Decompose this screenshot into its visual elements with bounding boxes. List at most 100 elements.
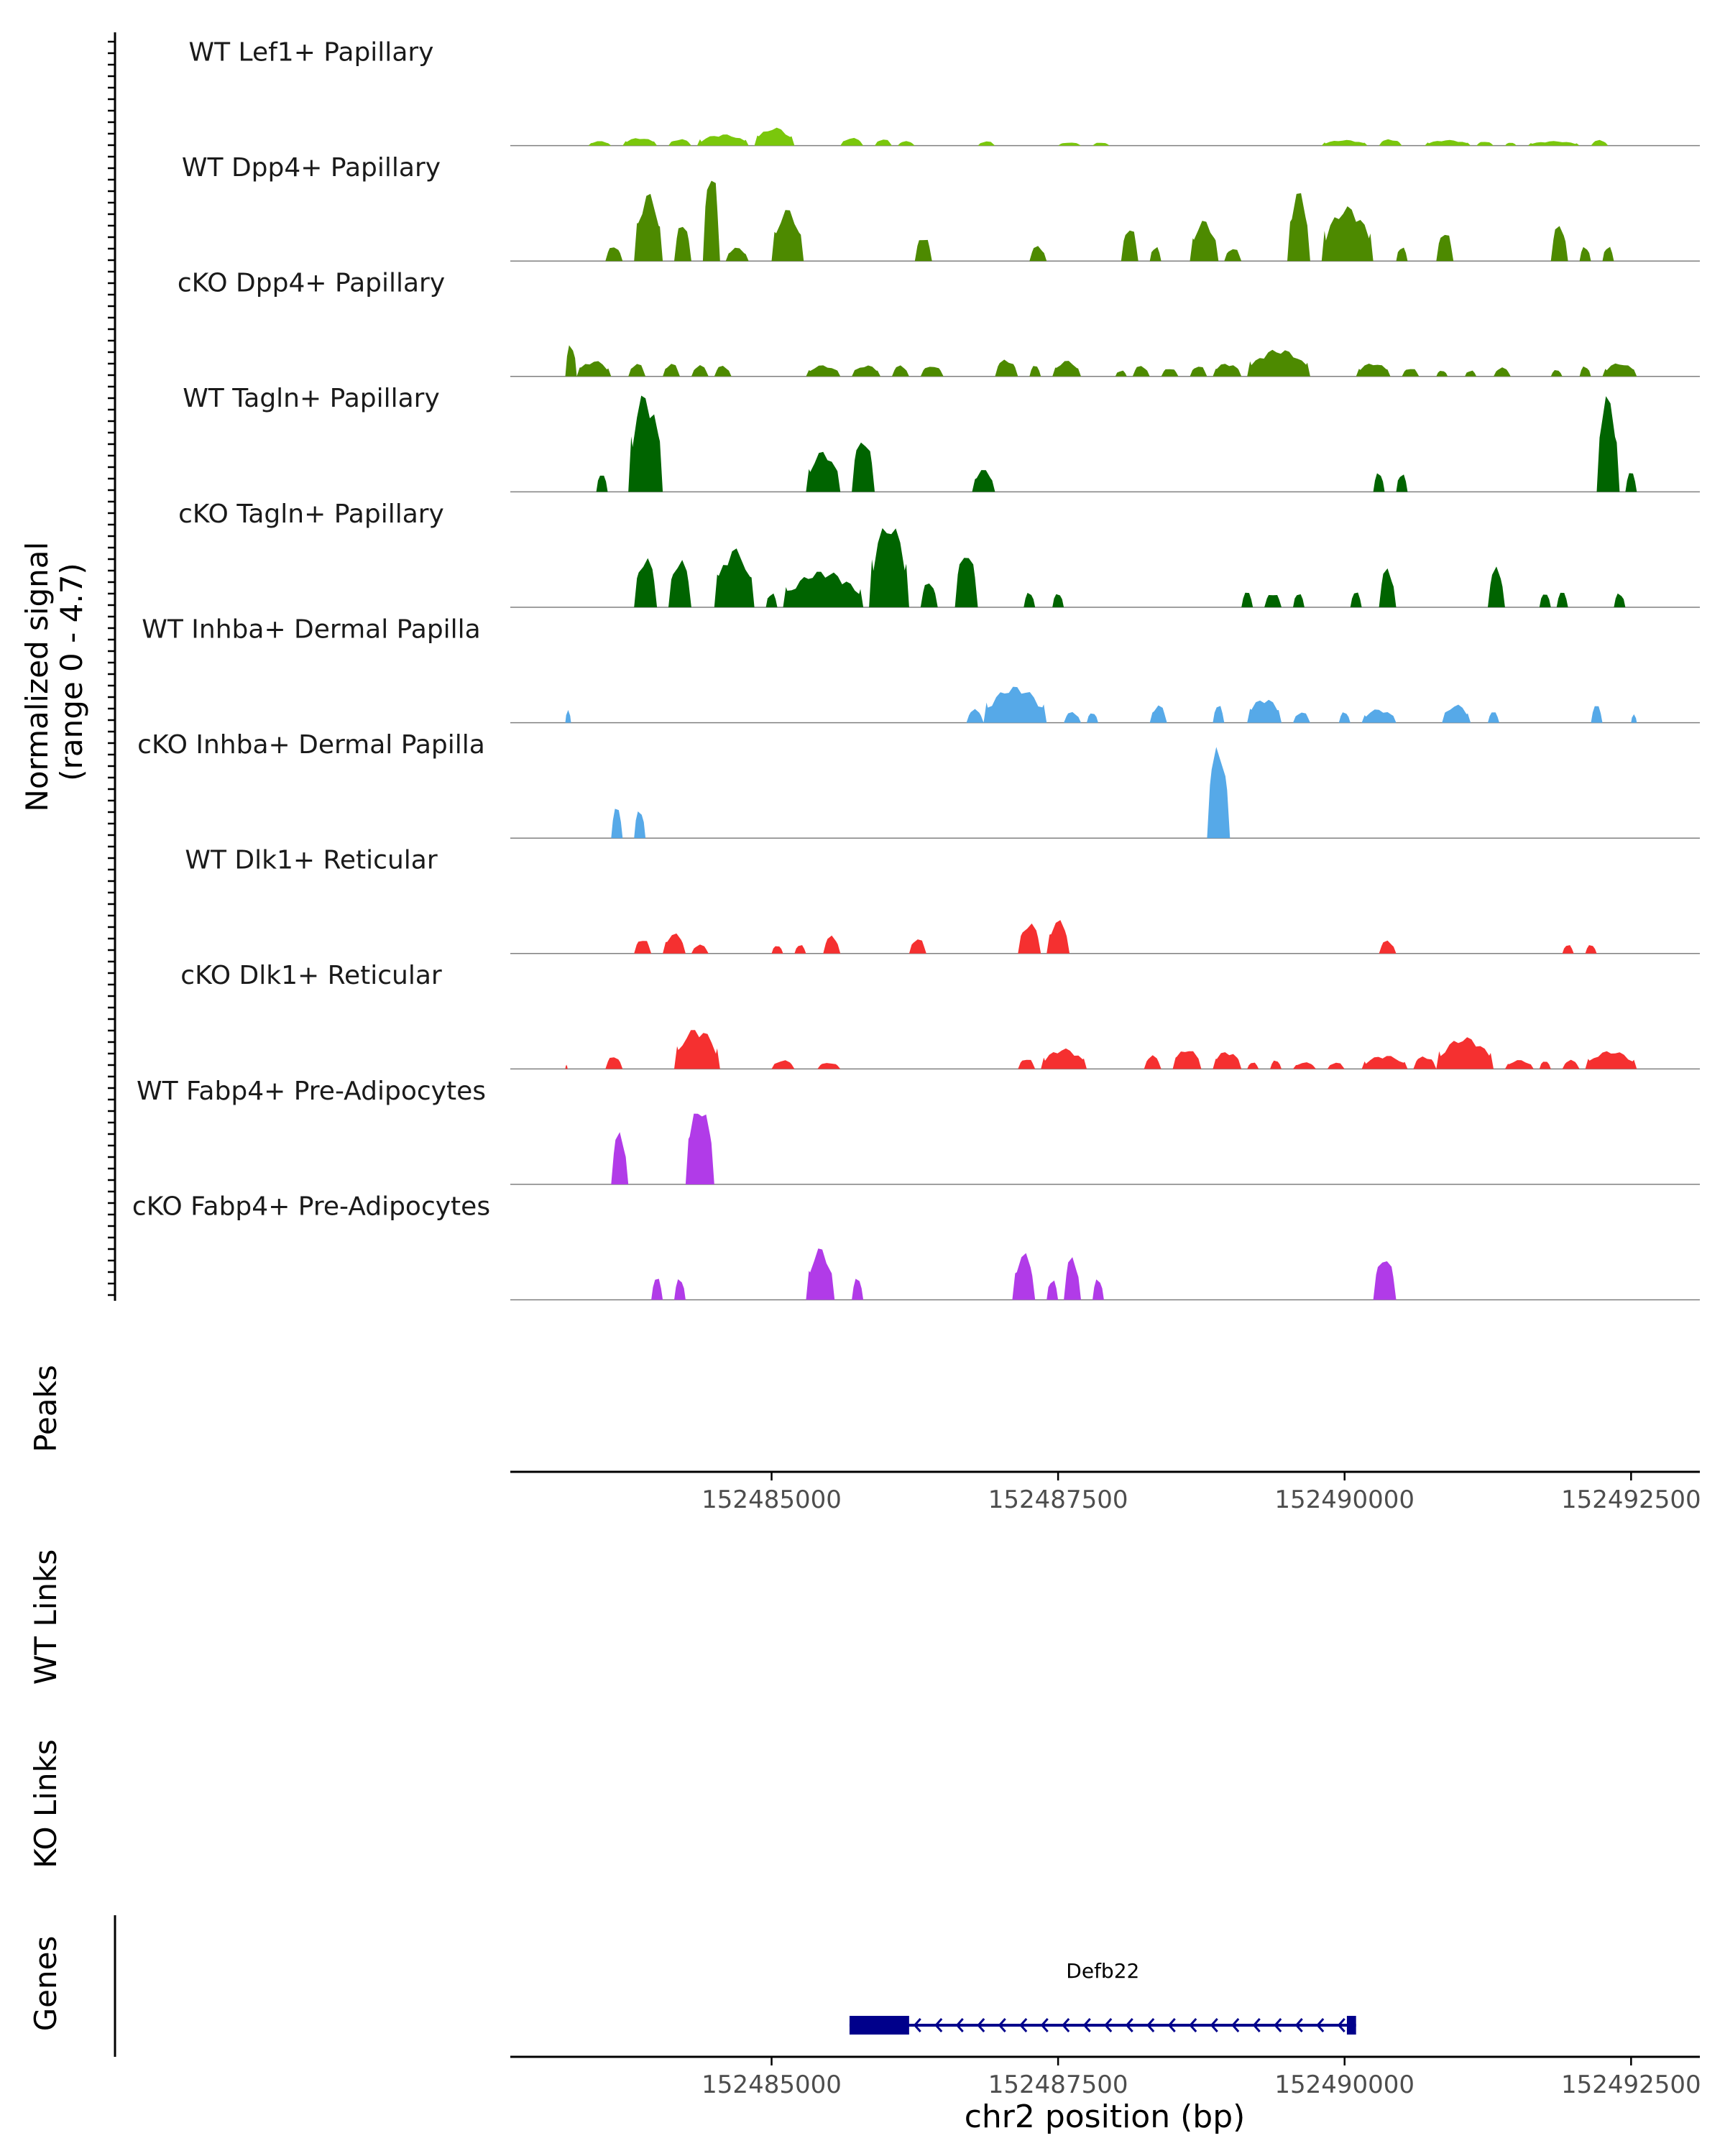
coverage-peak [674,1279,686,1300]
track-label: WT Fabp4+ Pre-Adipocytes [137,1077,486,1106]
coverage-peak [1488,566,1505,607]
coverage-peak [1504,142,1517,146]
coverage-peak [875,139,892,146]
coverage-peak [852,365,880,377]
coverage-peak [1247,699,1282,723]
coverage-peak [1614,593,1626,607]
coverage-peak [771,1060,795,1069]
coverage-peak [806,451,841,492]
coverage-peak [1562,1059,1580,1069]
track-label: cKO Dlk1+ Reticular [180,961,442,990]
coverage-tracks: WT Lef1+ Papillary WT Dpp4+ Papillary cKO … [132,37,1700,1301]
coverage-peak [1018,1059,1036,1069]
coverage-peak [1092,142,1110,146]
coverage-peak [1436,234,1454,262]
coverage-peak [565,709,571,723]
track-label: WT Inhba+ Dermal Papilla [142,614,480,644]
coverage-peak [714,366,732,377]
coverage-peak [1562,945,1574,954]
track-label: cKO Inhba+ Dermal Papilla [137,730,485,760]
coverage-peak [685,1113,714,1184]
coverage-peak [1087,713,1098,723]
coverage-peak [1379,568,1397,607]
gene-strand-arrow [1316,2018,1325,2032]
track-8: cKO Dlk1+ Reticular [180,961,1700,1070]
coverage-peak [1190,221,1219,262]
gene-strand-arrow [1337,2018,1346,2032]
coverage-peak [628,364,646,377]
coverage-peak [1556,592,1568,607]
coverage-peak [1241,592,1254,607]
coverage-peak [565,1064,568,1069]
coverage-peak [1550,370,1563,377]
coverage-peak [1539,1061,1551,1069]
coverage-peak [1161,369,1179,377]
coverage-peak [920,367,944,377]
gene-strand-arrow [1125,2018,1133,2032]
coverage-peak [674,1030,720,1069]
coverage-peak [1585,1051,1637,1069]
coverage-peak [1442,704,1471,723]
coverage-peak [978,141,995,146]
coverage-peak [1413,1056,1437,1069]
wt-links-panel-label: WT Links [28,1549,63,1685]
coverage-peak [897,141,915,146]
coverage-peak [1591,139,1609,146]
coverage-peak [1338,712,1351,723]
gene-strand-arrow [1231,2018,1240,2032]
gene-strand-arrow [977,2018,985,2032]
coverage-peak [725,247,749,262]
coverage-peak [1476,142,1494,146]
coverage-peak [1024,592,1036,607]
coverage-peak [1488,712,1499,723]
coverage-peak [823,935,841,954]
coverage-peak [1149,705,1167,723]
gene-strand-arrow [998,2018,1006,2032]
coverage-peak [1293,712,1310,723]
coverage-peak [1018,923,1041,954]
x-tick-label: 152485000 [702,1485,842,1514]
coverage-peak [1396,474,1408,492]
gene-strand-arrow [1252,2018,1261,2032]
coverage-peak [1121,230,1138,262]
coverage-peak [1596,396,1620,492]
coverage-peak [663,933,686,954]
track-3: WT Tagln+ Papillary [183,384,1700,493]
coverage-peak [1379,139,1402,146]
y-axis [108,32,116,1301]
coverage-peak [1361,709,1397,723]
coverage-peak [696,134,749,146]
track-label: WT Lef1+ Papillary [189,37,434,67]
coverage-peak [1029,246,1047,262]
coverage-peak [1539,594,1551,607]
track-7: WT Dlk1+ Reticular [185,846,1700,954]
coverage-peak [966,709,984,723]
coverage-peak [1052,361,1081,377]
gene-name: Defb22 [1066,1959,1139,1983]
coverage-peak [674,226,691,262]
coverage-peak [1631,714,1637,723]
coverage-peak [1504,1060,1534,1069]
coverage-peak [1041,1048,1087,1069]
coverage-peak [771,946,783,954]
x-tick-label: 152492500 [1561,2070,1701,2099]
x-tick-label: 152492500 [1561,1485,1701,1514]
coverage-peak [1425,139,1471,146]
coverage-peak [1046,1280,1059,1300]
x-tick-label: 152490000 [1274,1485,1414,1514]
x-tick-label: 152490000 [1274,2070,1414,2099]
gene-exon [849,2016,909,2035]
track-1: WT Dpp4+ Papillary [182,153,1700,262]
coverage-peak [1494,367,1511,377]
x-axis-label: chr2 position (bp) [965,2099,1246,2135]
coverage-peak [1602,363,1637,377]
coverage-peak [794,945,806,954]
coverage-peak [1287,193,1310,262]
coverage-peak [1356,364,1391,377]
coverage-peak [1585,945,1597,954]
peaks-x-axis: 152485000 152487500 152490000 152492500 [510,1470,1701,1514]
coverage-peak [628,395,663,492]
coverage-peak [908,939,926,954]
coverage-peak [1350,592,1362,607]
